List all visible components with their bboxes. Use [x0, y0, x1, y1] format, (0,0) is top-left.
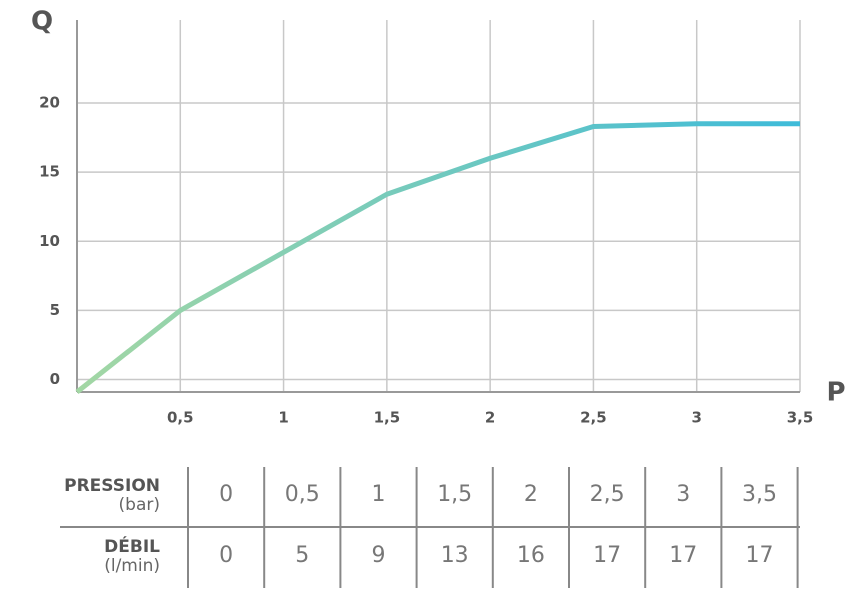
- table-cell: 1: [372, 482, 386, 507]
- y-tick-label: 0: [50, 370, 60, 388]
- x-tick-label: 1: [278, 409, 288, 427]
- y-axis-label: Q: [31, 7, 53, 37]
- table-cell: 17: [669, 543, 697, 568]
- table-cell: 9: [372, 543, 386, 568]
- table-cell: 0,5: [285, 482, 320, 507]
- x-tick-label: 3: [691, 409, 701, 427]
- y-tick-label: 20: [39, 93, 60, 111]
- x-tick-label: 2: [485, 409, 495, 427]
- y-tick-label: 10: [39, 232, 60, 250]
- table-cell: 17: [593, 543, 621, 568]
- table-cell: 17: [746, 543, 774, 568]
- table-cell: 0: [219, 543, 233, 568]
- row-label: PRESSION: [64, 476, 160, 496]
- row-label: DÉBIL: [104, 535, 160, 557]
- table-cell: 3,5: [742, 482, 777, 507]
- x-tick-label: 3,5: [787, 409, 814, 427]
- row-unit: (bar): [119, 495, 160, 515]
- row-unit: (l/min): [104, 556, 160, 576]
- table-cell: 0: [219, 482, 233, 507]
- table-cell: 16: [517, 543, 545, 568]
- x-tick-label: 0,5: [167, 409, 194, 427]
- table-cell: 2,5: [590, 482, 625, 507]
- x-tick-label: 1,5: [374, 409, 401, 427]
- x-axis-label: P: [826, 378, 845, 408]
- y-tick-label: 15: [39, 163, 60, 181]
- table-cell: 3: [676, 482, 690, 507]
- y-tick-label: 5: [50, 301, 60, 319]
- data-line: [75, 121, 800, 394]
- table-cell: 1,5: [437, 482, 472, 507]
- table-cell: 2: [524, 482, 538, 507]
- table-cell: 13: [441, 543, 469, 568]
- table-cell: 5: [295, 543, 309, 568]
- x-tick-label: 2,5: [580, 409, 607, 427]
